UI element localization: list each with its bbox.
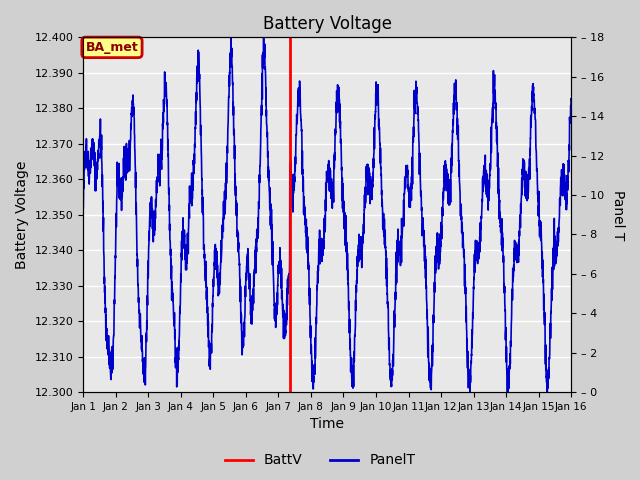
Text: BA_met: BA_met: [86, 41, 138, 54]
X-axis label: Time: Time: [310, 418, 344, 432]
Title: Battery Voltage: Battery Voltage: [262, 15, 392, 33]
Y-axis label: Panel T: Panel T: [611, 190, 625, 240]
Y-axis label: Battery Voltage: Battery Voltage: [15, 160, 29, 269]
Legend: BattV, PanelT: BattV, PanelT: [220, 448, 420, 473]
